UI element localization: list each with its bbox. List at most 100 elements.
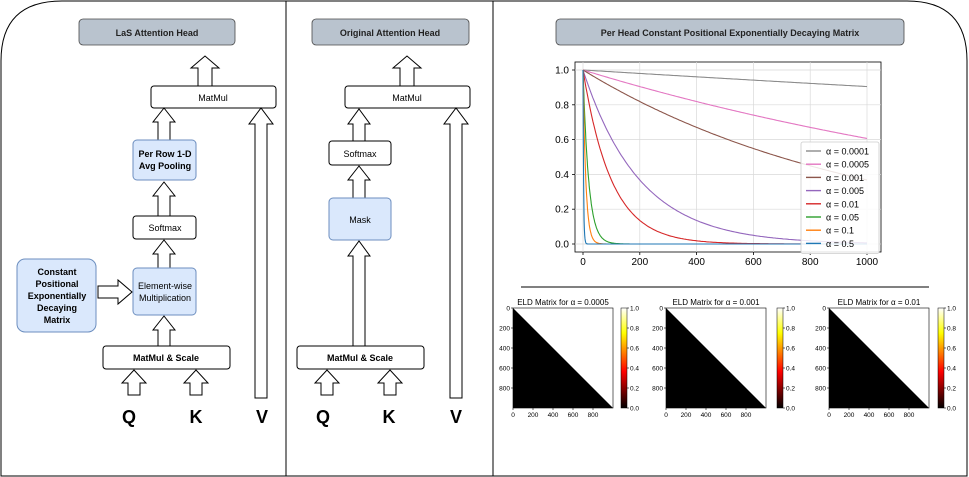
orig-mask-box (328, 197, 392, 241)
legend-label: α = 0.1 (826, 226, 854, 236)
heatmap-x-tick-label: 800 (741, 412, 752, 419)
legend-label: α = 0.05 (826, 213, 859, 223)
las-attention-panel: LaS Attention Head MatMul Per Row 1-D Av… (16, 18, 277, 427)
decay-line-chart: 0 200 400 600 800 1000 0.0 0.2 0.4 0.6 0.8 1.0 α = 0… (555, 61, 882, 268)
y-tick-label: 0.0 (555, 240, 569, 251)
heatmap-title: ELD Matrix for α = 0.0005 (517, 298, 609, 307)
las-input-k: K (190, 407, 203, 427)
colorbar-tick-label: 0.2 (786, 386, 795, 393)
las-q-arrow (120, 369, 148, 396)
heatmap-x-tick-label: 600 (884, 412, 895, 419)
colorbar-tick-label: 0.2 (947, 386, 956, 393)
las-constant-line2: Positional (35, 279, 78, 289)
heatmap-y-tick-label: 400 (815, 346, 826, 353)
original-attention-panel: Original Attention Head MatMul Softmax M… (296, 18, 471, 427)
orig-scale-arrow (347, 240, 371, 347)
las-matmul-scale-box (102, 345, 231, 370)
heatmap-x-tick-label: 200 (844, 412, 855, 419)
legend-label: α = 0.005 (826, 186, 864, 196)
heatmap-x-tick-label: 400 (548, 412, 559, 419)
eld-heatmaps: ELD Matrix for α = 0.0005 0 200 400 600 800 0 2… (499, 298, 956, 419)
orig-matmul-scale-label: MatMul & Scale (327, 353, 393, 363)
orig-input-q: Q (316, 407, 330, 427)
orig-matmul-scale-box (296, 345, 425, 370)
orig-softmax-arrow (347, 108, 371, 142)
x-tick-label: 1000 (856, 257, 879, 268)
orig-input-k: K (383, 407, 396, 427)
heatmap-x-tick-label: 200 (681, 412, 692, 419)
x-tick-label: 200 (631, 257, 648, 268)
orig-k-arrow (376, 369, 404, 396)
las-k-arrow (182, 369, 210, 396)
x-tick-label: 800 (802, 257, 819, 268)
las-constant-line5: Matrix (44, 315, 71, 325)
heatmap-y-tick-label: 600 (815, 366, 826, 373)
heatmap-y-tick-label: 800 (815, 386, 826, 393)
colorbar-tick-label: 1.0 (786, 306, 795, 313)
colorbar-tick-label: 1.0 (630, 306, 639, 313)
colorbar-tick-label: 0.8 (786, 326, 795, 333)
las-constant-line4: Decaying (37, 303, 77, 313)
heatmap-2: ELD Matrix for α = 0.001 0 200 400 600 800 0 20… (652, 298, 795, 419)
decay-matrix-panel: Per Head Constant Positional Exponential… (499, 18, 956, 419)
las-v-arrow (248, 107, 274, 399)
orig-title: Original Attention Head (340, 28, 440, 38)
y-tick-label: 0.2 (555, 205, 569, 216)
heatmap-1: ELD Matrix for α = 0.0005 0 200 400 600 800 0 2… (499, 298, 639, 419)
colorbar-tick-label: 0.6 (630, 346, 639, 353)
heatmap-band (513, 308, 613, 408)
colorbar (776, 307, 784, 409)
colorbar (620, 307, 628, 409)
heatmap-y-tick-label: 0 (822, 306, 826, 313)
las-matmul-scale-label: MatMul & Scale (133, 353, 199, 363)
heatmap-x-tick-label: 200 (528, 412, 539, 419)
legend-label: α = 0.01 (826, 199, 859, 209)
x-tick-label: 0 (580, 257, 586, 268)
heatmap-frame (512, 307, 614, 409)
las-input-q: Q (122, 407, 136, 427)
las-elementwise-line1: Element-wise (138, 281, 192, 291)
las-output-arrow (189, 55, 221, 87)
series-line (582, 69, 868, 88)
colorbar-tick-label: 0.8 (947, 326, 956, 333)
colorbar-tick-label: 0.2 (630, 386, 639, 393)
orig-input-v: V (450, 407, 462, 427)
orig-q-arrow (313, 369, 341, 396)
las-softmax-arrow (151, 181, 177, 217)
heatmap-y-tick-label: 0 (506, 306, 510, 313)
heatmap-title: ELD Matrix for α = 0.001 (672, 298, 760, 307)
heatmap-frame (665, 307, 767, 409)
las-pooling-line1: Per Row 1-D (138, 149, 192, 159)
las-elementwise-arrow (151, 239, 177, 269)
las-softmax-box (132, 215, 197, 240)
las-constant-arrow (97, 278, 133, 306)
heatmap-x-tick-label: 0 (511, 412, 515, 419)
y-tick-label: 0.6 (555, 135, 569, 146)
colorbar-tick-label: 0.4 (786, 366, 795, 373)
las-constant-matrix-box (16, 258, 97, 333)
heatmap-x-tick-label: 800 (588, 412, 599, 419)
las-scale-arrow (151, 315, 177, 347)
orig-v-arrow (443, 107, 469, 399)
y-tick-label: 0.4 (555, 170, 569, 181)
x-tick-label: 600 (745, 257, 762, 268)
orig-softmax-label: Softmax (343, 149, 377, 159)
heatmap-y-tick-label: 600 (652, 366, 663, 373)
heatmap-y-tick-label: 400 (499, 346, 510, 353)
orig-softmax-box (328, 140, 392, 166)
colorbar-tick-label: 0.0 (630, 406, 639, 413)
las-elementwise-box (132, 267, 197, 316)
heatmap-y-tick-label: 200 (499, 326, 510, 333)
las-matmul-label: MatMul (198, 93, 228, 103)
heatmap-x-tick-label: 400 (701, 412, 712, 419)
las-softmax-label: Softmax (148, 223, 182, 233)
heatmap-y-tick-label: 200 (815, 326, 826, 333)
matrix-title: Per Head Constant Positional Exponential… (601, 28, 860, 38)
legend-box (800, 141, 880, 254)
las-elementwise-line2: Multiplication (139, 293, 191, 303)
las-title: LaS Attention Head (116, 28, 199, 38)
orig-mask-label: Mask (349, 215, 371, 225)
legend-label: α = 0.5 (826, 239, 854, 249)
orig-title-box (311, 18, 470, 46)
heatmap-y-tick-label: 400 (652, 346, 663, 353)
